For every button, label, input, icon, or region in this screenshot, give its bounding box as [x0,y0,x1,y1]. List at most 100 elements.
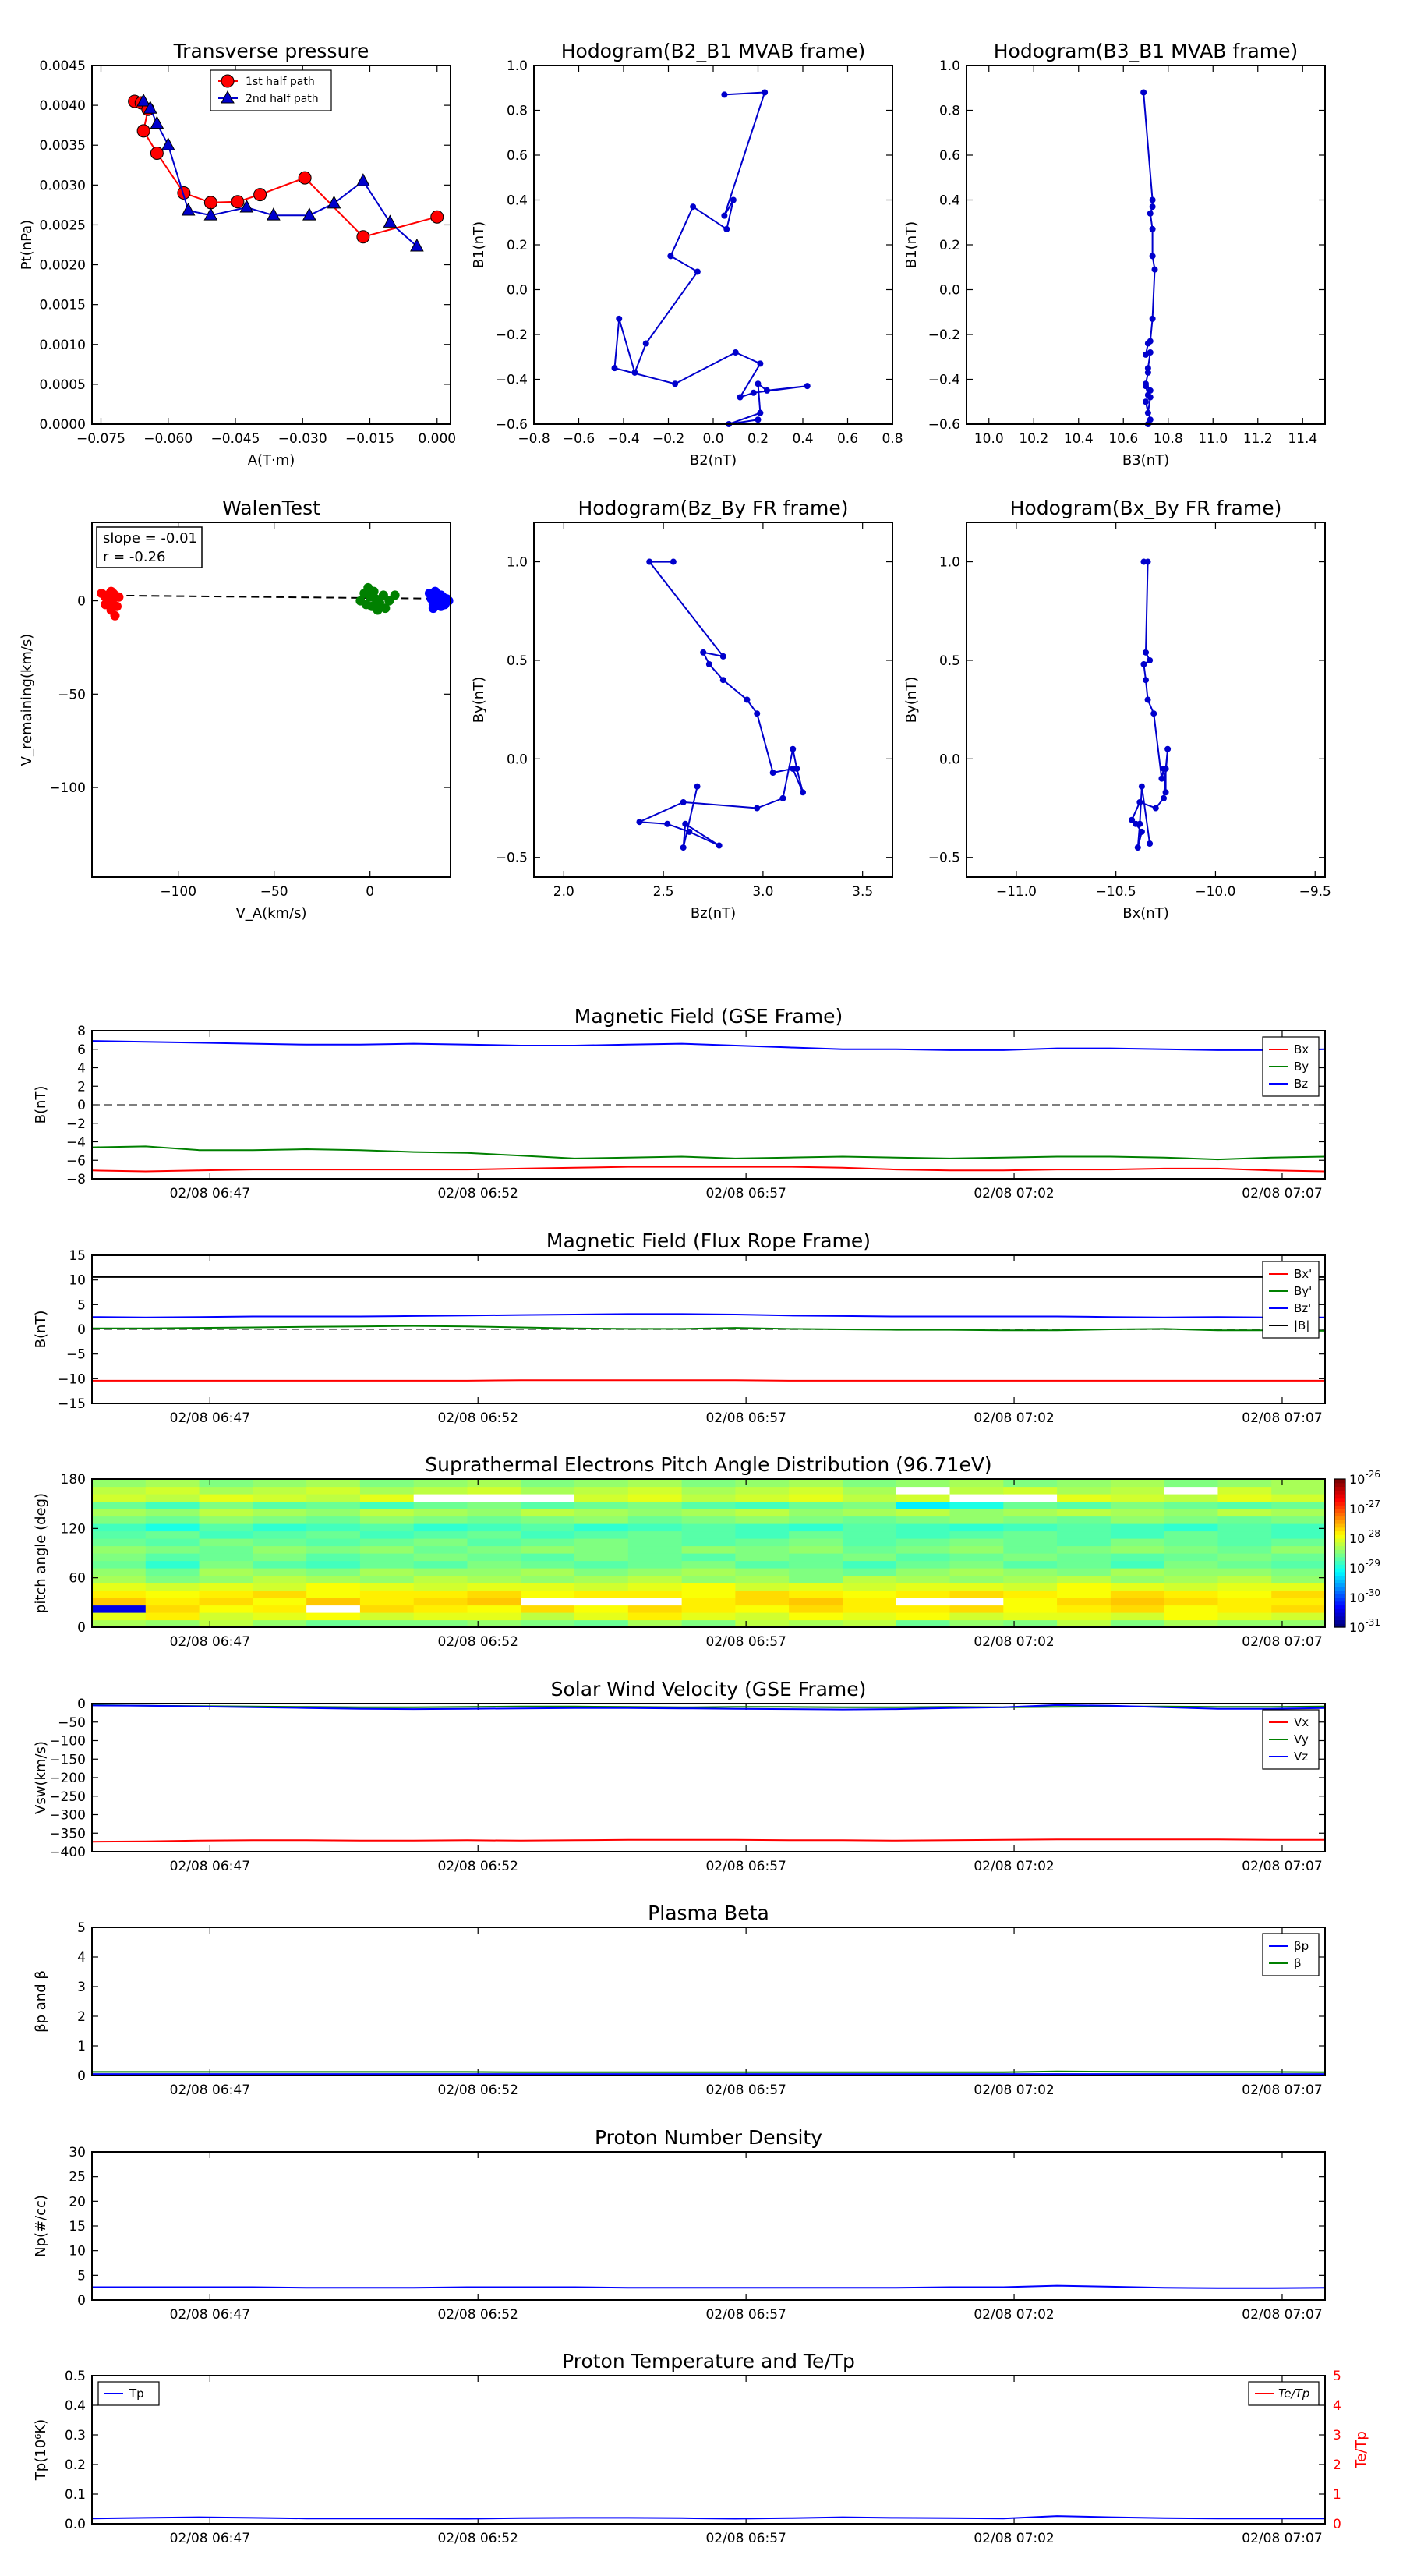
data-point [779,794,786,801]
y-axis-label: B1(nT) [471,221,487,268]
heatmap-cell [253,1545,307,1554]
heatmap-cell [1164,1583,1219,1591]
y-tick-label: 0 [77,1322,86,1338]
data-point [432,597,442,607]
heatmap-cell [199,1590,253,1598]
data-point [754,710,761,717]
heatmap-cell [521,1530,575,1539]
data-point [1149,225,1156,232]
heatmap-cell [1003,1612,1058,1621]
heatmap-cell [896,1583,951,1591]
plot-frame [91,1478,1326,1628]
heatmap-cell [789,1523,843,1532]
heatmap-cell [92,1619,147,1628]
heatmap-cell [253,1598,307,1606]
heatmap-cell [842,1509,897,1517]
heatmap-cell [627,1598,683,1606]
heatmap-cell [627,1479,683,1488]
legend-label: βp [1294,1939,1309,1953]
heatmap-cell [681,1605,736,1613]
heatmap-cell [145,1568,200,1576]
heatmap-cell [949,1575,1004,1583]
heatmap-cell [92,1494,147,1502]
data-point [378,590,388,600]
data-point [430,210,444,224]
heatmap-cell [1003,1509,1058,1517]
heatmap-cell [306,1494,361,1502]
x-axis-label: Bz(nT) [691,905,736,922]
heatmap-cell [1164,1523,1219,1532]
plot-frame [966,522,1326,878]
data-point [1149,196,1156,203]
x-tick-label: 02/08 07:02 [974,2531,1054,2546]
heatmap-cell [627,1516,683,1524]
y-tick-label: 0.0025 [40,218,86,233]
y-tick-label: −0.2 [928,327,960,343]
heatmap-cell [789,1619,843,1628]
x-tick-label: 0.2 [747,431,769,447]
heatmap-cell [1164,1553,1219,1562]
data-point [642,340,649,347]
colorbar-segment [1334,1494,1345,1499]
x-tick-label: 2.5 [653,884,674,900]
heatmap-cell [306,1598,361,1606]
x-tick-label: 02/08 06:57 [705,2082,786,2098]
x-tick-label: 2.0 [553,884,574,900]
colorbar-segment [1334,1549,1345,1554]
y-right-tick-label: 5 [1333,2369,1341,2384]
data-point [374,597,384,607]
data-point [1129,816,1136,823]
y-tick-label: 1 [77,2039,86,2054]
heatmap-cell [842,1516,897,1524]
x-tick-label: 02/08 07:02 [974,1186,1054,1201]
heatmap-cell [359,1494,415,1502]
heatmap-cell [413,1575,468,1583]
hodogram-plot: Hodogram(Bz_By FR frame) −0.5 0.0 0.5 1.0 2.0… [471,497,893,922]
series-line [134,101,438,238]
heatmap-cell [1271,1509,1326,1517]
heatmap-cell [949,1479,1004,1488]
heatmap-cell [627,1509,683,1517]
data-point [384,596,394,606]
series-line [92,2284,1326,2289]
series-line [91,1704,1326,1711]
heatmap-cell [359,1523,415,1532]
data-point [1144,365,1151,372]
heatmap-cell [253,1501,307,1509]
heatmap-cell [896,1605,951,1613]
data-point [410,238,424,252]
y-tick-label: 6 [77,1042,86,1058]
heatmap-cell [789,1598,843,1606]
heatmap-cell [306,1501,361,1509]
data-point [1143,398,1149,405]
colorbar-segment [1334,1482,1345,1488]
y-tick-label: 0.0010 [40,338,86,353]
plot-frame [91,1030,1326,1180]
heatmap-cell [627,1583,683,1591]
y-tick-label: −100 [49,1734,86,1750]
heatmap-cell [896,1590,951,1598]
colorbar-label: 10-27 [1349,1499,1380,1516]
data-point [1140,89,1147,96]
heatmap-cell [413,1545,468,1554]
heatmap-cell [521,1538,575,1547]
heatmap-cell [1110,1605,1165,1613]
heatmap-cell [1164,1605,1219,1613]
heatmap-cell [735,1575,790,1583]
chart-title: Hodogram(B2_B1 MVAB frame) [561,40,866,62]
heatmap-cell [735,1479,790,1488]
x-axis-label: Bx(nT) [1122,905,1168,922]
y-tick-label: −10 [58,1371,86,1387]
x-tick-label: 02/08 06:57 [705,1859,786,1874]
data-point [686,828,693,835]
plot-frame [91,2151,1326,2301]
colorbar-label-exponent: -27 [1365,1499,1380,1509]
heatmap-cell [842,1583,897,1591]
heatmap-cell [306,1605,361,1613]
heatmap-cell [1003,1530,1058,1539]
data-point [161,137,175,150]
heatmap-cell [627,1553,683,1562]
heatmap-cell [467,1583,521,1591]
data-point [636,819,643,826]
heatmap-cell [521,1612,575,1621]
